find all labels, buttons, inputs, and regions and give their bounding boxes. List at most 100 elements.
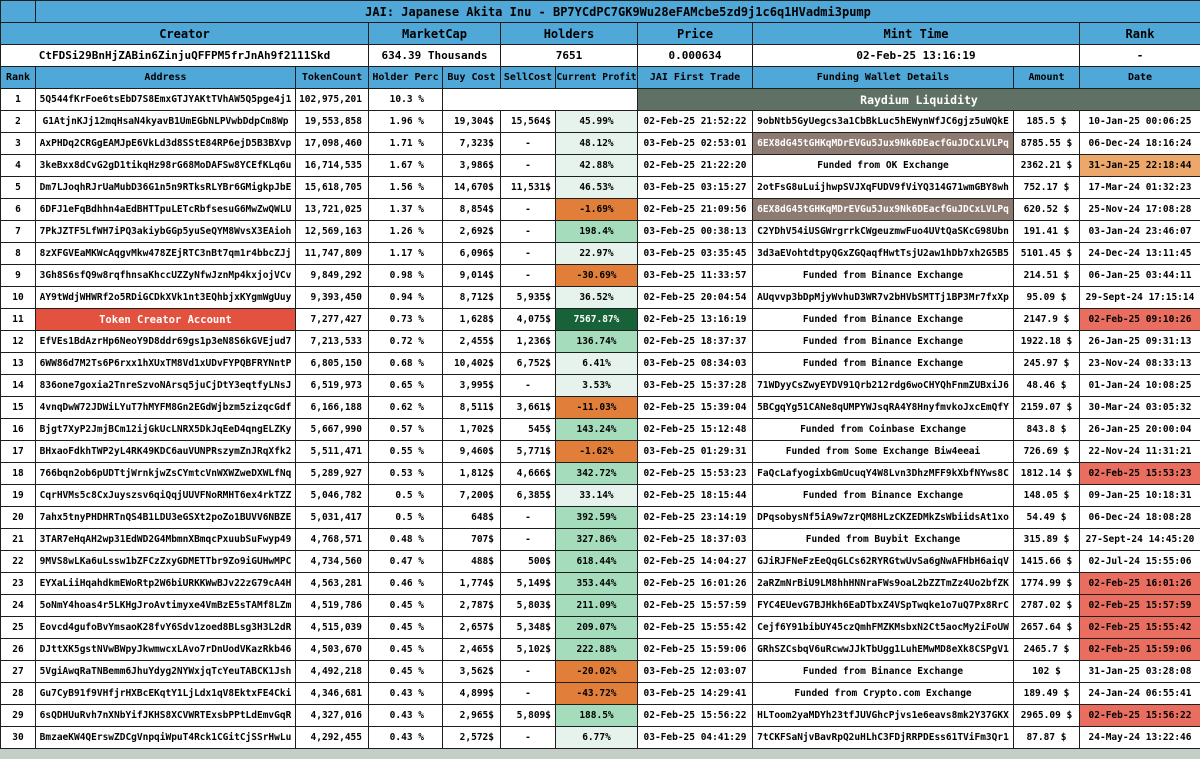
cell-sell-cost: - [500,198,556,221]
table-row: 19 CqrHVMs5c8CxJuyszsv6qiQqjUUVFNoRMHT6ex… [0,484,1200,507]
cell-token-count: 6,519,973 [295,374,369,397]
cell-rank: 6 [0,198,36,221]
cell-amount: 2965.09 $ [1013,704,1080,727]
cell-first-trade: 02-Feb-25 16:01:26 [637,572,753,595]
cell-date: 31-Jan-25 22:18:44 [1078,154,1200,177]
cell-current-profit: 7567.87% [555,308,638,331]
cell-holder-perc: 0.5 % [368,484,443,507]
cell-funding-wallet: Funded from Some Exchange Biw4eeai [752,440,1014,463]
cell-first-trade: 02-Feb-25 15:55:42 [637,616,753,639]
cell-amount: 2787.02 $ [1013,594,1080,617]
cell-date: 02-Feb-25 09:10:26 [1078,308,1200,331]
cell-first-trade: 02-Feb-25 18:15:44 [637,484,753,507]
cell-buy-cost: 2,455$ [442,330,501,353]
cell-token-count: 5,511,471 [295,440,369,463]
cell-first-trade: 03-Feb-25 00:38:13 [637,220,753,243]
cell-amount: 214.51 $ [1013,264,1080,287]
cell-address: AY9tWdjWHWRf2o5RDiGCDkXVk1nt3EQhbjxKYgmW… [35,286,296,309]
cell-amount: 620.52 $ [1013,198,1080,221]
cell-first-trade: 03-Feb-25 01:29:31 [637,440,753,463]
cell-current-profit: 42.88% [555,154,638,177]
cell-token-count: 4,492,218 [295,660,369,683]
table-row: 9 3Gh8S6sfQ9w8rqfhnsaKhccUZZyNfwJznMp4kxj… [0,264,1200,287]
column-header-rank: Rank [0,66,36,89]
table-row: 22 9MVS8wLKa6uLssw1bZFCzZxyGDMETTbr9Zo9iG… [0,550,1200,573]
cell-first-trade: 02-Feb-25 15:39:04 [637,396,753,419]
cell-rank: 24 [0,594,36,617]
cell-token-count: 6,166,188 [295,396,369,419]
cell-buy-cost: 8,712$ [442,286,501,309]
cell-rank: 29 [0,704,36,727]
cell-address: 836one7goxia2TnreSzvoNArsq5juCjDtY3eqtfy… [35,374,296,397]
cell-sell-cost: 6,752$ [500,352,556,375]
column-header-holder-perc: Holder Perc [368,66,443,89]
cell-first-trade: 03-Feb-25 15:37:28 [637,374,753,397]
cell-current-profit: 6.41% [555,352,638,375]
cell-funding-wallet: C2YDhV54iUSGWrgrrkCWgeuzmwFuo4UVtQaSKcG9… [752,220,1014,243]
cell-sell-cost: 5,935$ [500,286,556,309]
cell-token-count: 4,734,560 [295,550,369,573]
cell-first-trade: 03-Feb-25 12:03:07 [637,660,753,683]
cell-rank: 25 [0,616,36,639]
cell-amount: 1812.14 $ [1013,462,1080,485]
cell-amount: 2657.64 $ [1013,616,1080,639]
column-header-date: Date [1078,66,1200,89]
cell-address: Eovcd4gufoBvYmsaoK28fvY6Sdv1zoed8BLsg3H3… [35,616,296,639]
cell-token-count: 4,292,455 [295,726,369,749]
cell-date: 26-Jan-25 20:00:04 [1078,418,1200,441]
cell-holder-perc: 0.47 % [368,550,443,573]
cell-token-count: 11,747,809 [295,242,369,265]
cell-sell-cost: - [500,660,556,683]
cell-sell-cost: 3,661$ [500,396,556,419]
cell-address: AxPHDq2CRGgEAMJpE6VkLd3d8SStE84RP6ejD5B3… [35,132,296,155]
cell-first-trade: 02-Feb-25 15:53:23 [637,462,753,485]
cell-sell-cost: 545$ [500,418,556,441]
cell-date: 03-Jan-24 23:46:07 [1078,220,1200,243]
cell-sell-cost: 5,149$ [500,572,556,595]
cell-holder-perc: 0.45 % [368,594,443,617]
table-row: 18 766bqn2ob6pUDTtjWrnkjwZsCYmtcVnWXWZweD… [0,462,1200,485]
cell-rank: 26 [0,638,36,661]
cell-current-profit: 45.99% [555,110,638,133]
cell-token-count: 9,393,450 [295,286,369,309]
cell-date: 31-Jan-25 03:28:08 [1078,660,1200,683]
table-row: 11 Token Creator Account 7,277,427 0.73 % 1,… [0,308,1200,331]
cell-rank: 13 [0,352,36,375]
cell-address: BmzaeKW4QErswZDCgVnpqiWpuT4Rck1CGitCjSSr… [35,726,296,749]
cell-holder-perc: 0.46 % [368,572,443,595]
cell-address: 7ahx5tnyPHDHRTnQS4B1LDU3eGSXt2poZo1BUVV6… [35,506,296,529]
cell-holder-perc: 1.26 % [368,220,443,243]
cell-amount: 726.69 $ [1013,440,1080,463]
cell-funding-wallet: 6EX8dG45tGHKqMDrEVGu5Jux9Nk6DEacfGuJDCxL… [752,132,1014,155]
cell-first-trade: 02-Feb-25 13:16:19 [637,308,753,331]
cell-first-trade: 02-Feb-25 18:37:37 [637,330,753,353]
cell-current-profit: -1.62% [555,440,638,463]
cell-rank: 19 [0,484,36,507]
cell-date: 02-Feb-25 15:56:22 [1078,704,1200,727]
cell-token-count: 12,569,163 [295,220,369,243]
cell-address: EfVEs1BdAzrHp6NeoY9D8ddr69gs1p3eN8S6kGVE… [35,330,296,353]
cell-sell-cost: 6,385$ [500,484,556,507]
cell-buy-cost: 7,323$ [442,132,501,155]
cell-funding-wallet: AUqvvp3bDpMjyWvhuD3WR7v2bHVbSMTTj1BP3Mr7… [752,286,1014,309]
cell-holder-perc: 0.62 % [368,396,443,419]
cell-current-profit: 211.09% [555,594,638,617]
cell-rank: 9 [0,264,36,287]
holders-value: 7651 [500,44,638,67]
cell-address: 3keBxx8dCvG2gD1tikqHz98rG68MoDAFSw8YCEfK… [35,154,296,177]
cell-holder-perc: 1.67 % [368,154,443,177]
cell-address: EYXaLiiHqahdkmEWoRtp2W6biURKKWwBJv22zG79… [35,572,296,595]
cell-current-profit: 6.77% [555,726,638,749]
cell-buy-cost: 1,628$ [442,308,501,331]
cell-date: 26-Jan-25 09:31:13 [1078,330,1200,353]
cell-current-profit: 33.14% [555,484,638,507]
cell-rank: 30 [0,726,36,749]
cell-first-trade: 02-Feb-25 23:14:19 [637,506,753,529]
cell-holder-perc: 0.73 % [368,308,443,331]
cell-address: 5VgiAwqRaTNBemm6JhuYdyg2NYWxjqTcYeuTABCK… [35,660,296,683]
cell-current-profit: -11.03% [555,396,638,419]
cell-address: 766bqn2ob6pUDTtjWrnkjwZsCYmtcVnWXWZweDXW… [35,462,296,485]
cell-rank: 18 [0,462,36,485]
cell-rank: 11 [0,308,36,331]
